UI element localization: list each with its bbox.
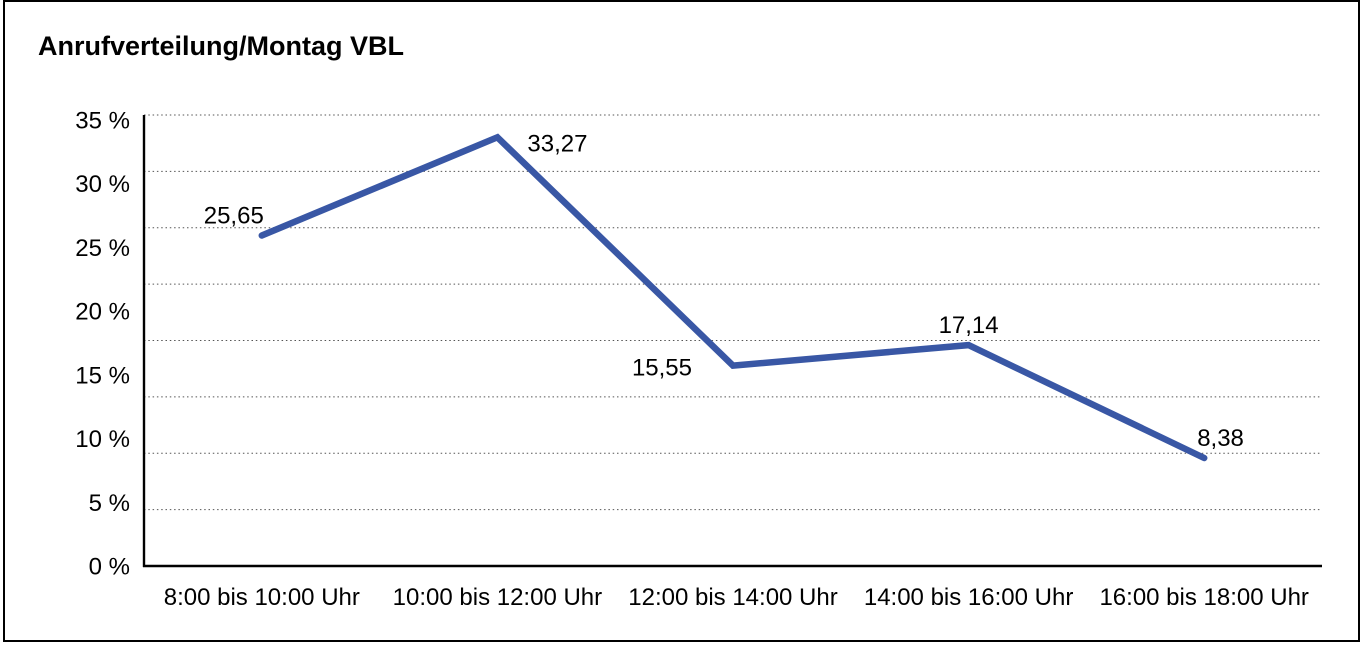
chart-title: Anrufverteilung/Montag VBL (38, 31, 404, 61)
y-tick-label: 10 % (75, 426, 130, 453)
data-point-label: 25,65 (204, 202, 264, 229)
data-point-label: 33,27 (527, 130, 587, 157)
axis-layer (142, 115, 1322, 568)
y-tick-label: 35 % (75, 108, 130, 135)
data-point-label: 8,38 (1197, 425, 1244, 452)
y-tick-label: 20 % (75, 299, 130, 326)
x-category-label: 10:00 bis 12:00 Uhr (393, 584, 602, 611)
series-layer (258, 133, 1208, 462)
data-series-line (258, 133, 1208, 462)
x-category-label: 8:00 bis 10:00 Uhr (164, 584, 360, 611)
data-point-label: 15,55 (632, 355, 692, 382)
data-point-label: 17,14 (939, 312, 999, 339)
x-category-label: 16:00 bis 18:00 Uhr (1099, 584, 1308, 611)
y-tick-label: 15 % (75, 362, 130, 389)
x-category-label: 12:00 bis 14:00 Uhr (628, 584, 837, 611)
gridline-layer (144, 114, 1322, 511)
x-category-label: 14:00 bis 16:00 Uhr (864, 584, 1073, 611)
y-tick-label: 30 % (75, 171, 130, 198)
label-layer: 35 % 30 % 25 % 20 % 15 % 10 % 5 % 0 % 8:00 bis 1… (75, 108, 1309, 612)
y-tick-label: 0 % (89, 554, 130, 581)
y-tick-label: 5 % (89, 490, 130, 517)
y-tick-label: 25 % (75, 235, 130, 262)
